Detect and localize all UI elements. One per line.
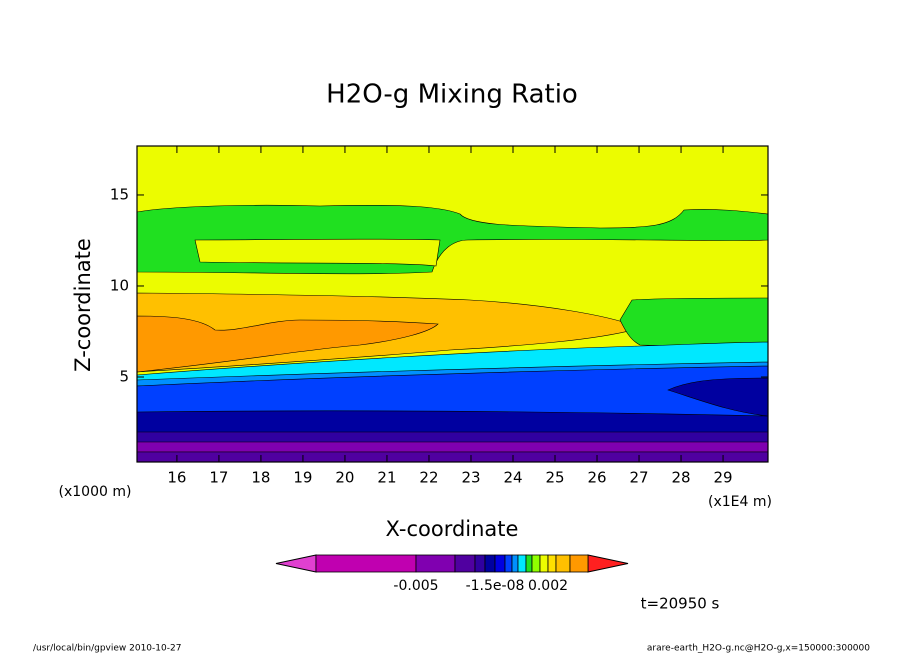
x-tick-label: 22 [419,469,438,487]
y-tick-label: 15 [110,185,129,203]
colorbar-box [504,554,513,573]
colorbar-box [315,554,417,573]
colorbar-tick-label: 0.002 [528,578,568,594]
colorbar-box [569,554,589,573]
x-tick-label: 17 [209,469,228,487]
contour-region [136,410,769,435]
x-tick-label: 18 [251,469,270,487]
x-tick-label: 19 [293,469,312,487]
colorbar-tick-label: -0.005 [393,578,438,594]
y-tick-label: 10 [110,276,129,294]
x-tick-label: 28 [671,469,690,487]
colorbar-box [555,554,571,573]
y-tick-label: 5 [119,367,129,385]
contour-region [136,315,439,373]
colorbar-box [511,554,519,573]
colorbar-under [275,554,317,573]
colorbar-box [474,554,486,573]
colorbar-box [539,554,549,573]
colorbar-box [517,554,527,573]
x-unit: (x1E4 m) [708,494,772,510]
y-axis-label: Z-coordinate [71,238,95,372]
contour-region [136,451,769,463]
contour-region [136,441,769,453]
colorbar-box [415,554,456,573]
colorbar-box [454,554,476,573]
colorbar-tick-label: -1.5e-08 [466,578,525,594]
x-tick-label: 29 [714,469,733,487]
plot-frame [136,145,769,463]
x-tick-label: 27 [629,469,648,487]
colorbar-box [494,554,506,573]
colorbar-box [547,554,557,573]
footer-left: /usr/local/bin/gpview 2010-10-27 [33,644,181,654]
x-tick-label: 16 [167,469,186,487]
x-tick-label: 23 [461,469,480,487]
footer-right: arare-earth_H2O-g.nc@H2O-g,x=150000:3000… [647,644,870,654]
x-tick-label: 20 [335,469,354,487]
annotation: t=20950 s [641,595,720,613]
colorbar-box [484,554,496,573]
contour-region [619,297,769,346]
colorbar-over [587,554,629,573]
x-tick-label: 26 [587,469,606,487]
x-tick-label: 25 [545,469,564,487]
y-unit: (x1000 m) [59,484,132,500]
x-tick-label: 24 [503,469,522,487]
contour-region [194,238,441,267]
x-tick-label: 21 [377,469,396,487]
colorbar-box [525,554,533,573]
chart-title: H2O-g Mixing Ratio [326,80,578,110]
colorbar-box [531,554,541,573]
x-axis-label: X-coordinate [386,517,519,541]
